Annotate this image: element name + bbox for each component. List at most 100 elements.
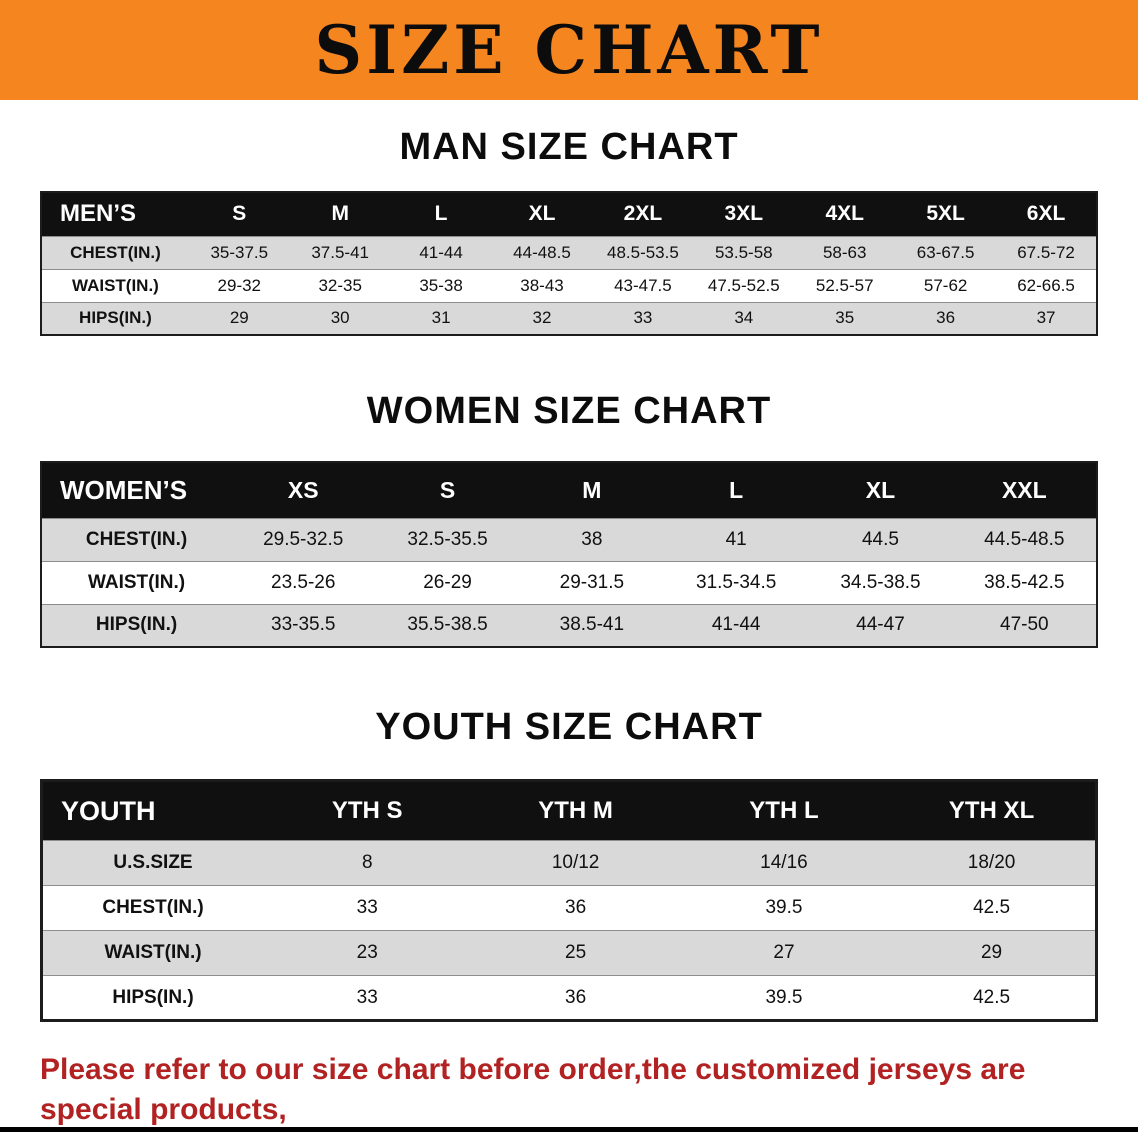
size-header-cell: XL (491, 192, 593, 236)
measurement-value-cell: 39.5 (765, 897, 803, 918)
row-label-cell: WAIST(IN.) (87, 571, 186, 593)
measurement-value-cell: 57-62 (923, 275, 968, 295)
measurement-value-cell: 58-63 (822, 242, 867, 262)
measurement-value-cell: 8 (361, 852, 373, 873)
order-notice: Please refer to our size chart before or… (40, 1050, 1098, 1132)
measurement-value-cell: 29 (980, 942, 1003, 963)
measurement-value-cell: 35.5-38.5 (407, 614, 488, 636)
size-header-cell: 2XL (592, 192, 694, 236)
measurement-value-cell: 38.5-42.5 (984, 571, 1065, 593)
women-section-heading: WOMEN SIZE CHART (366, 390, 772, 432)
measurement-value-cell: 38 (581, 528, 603, 550)
size-chart-banner: SIZE CHART (0, 0, 1138, 100)
size-header-cell: M (519, 462, 665, 518)
measurement-value-cell: 38-43 (520, 275, 564, 295)
size-header-cell: M (289, 192, 391, 236)
women-size-section: WOMEN SIZE CHART WOMEN’S XS S M L XL XXL CHEST(… (0, 390, 1138, 648)
measurement-value-cell: 32 (532, 308, 552, 328)
measurement-value-cell: 37 (1036, 308, 1056, 328)
row-label-cell: CHEST(IN.) (85, 528, 188, 550)
row-label-cell: WAIST(IN.) (71, 275, 159, 295)
row-label-cell: HIPS(IN.) (112, 986, 194, 1008)
men-size-table: MEN’S S M L XL 2XL 3XL 4XL 5XL 6XL CHEST(IN.) 35-37… (40, 191, 1098, 336)
measurement-value-cell: 35 (835, 308, 855, 328)
table-row: HIPS(IN.) 33 36 39.5 42.5 (41, 975, 1097, 1021)
measurement-value-cell: 36 (565, 897, 587, 918)
banner-title: SIZE CHART (314, 11, 824, 89)
size-header-cell: 6XL (996, 192, 1097, 236)
table-row: WAIST(IN.) 29-32 32-35 35-38 38-43 43-47.5 47.… (41, 269, 1097, 302)
measurement-value-cell: 47-50 (1000, 614, 1049, 636)
measurement-value-cell: 29.5-32.5 (263, 528, 344, 550)
men-size-section: MAN SIZE CHART MEN’S S M L XL 2XL 3XL 4XL 5XL 6XL… (0, 126, 1138, 336)
measurement-value-cell: 31 (431, 308, 451, 328)
measurement-value-cell: 63-67.5 (916, 242, 975, 262)
measurement-value-cell: 14/16 (760, 852, 808, 873)
measurement-value-cell: 62-66.5 (1017, 275, 1075, 295)
row-label-cell: CHEST(IN.) (70, 242, 161, 262)
women-size-table: WOMEN’S XS S M L XL XXL CHEST(IN.) 29.5-32.5 32.5… (40, 461, 1098, 648)
measurement-value-cell: 67.5-72 (1017, 242, 1075, 262)
youth-section-heading: YOUTH SIZE CHART (375, 706, 763, 748)
size-header-cell: L (390, 192, 492, 236)
measurement-value-cell: 41-44 (711, 614, 761, 636)
men-section-heading: MAN SIZE CHART (399, 126, 739, 168)
youth-size-section: YOUTH SIZE CHART YOUTH YTH S YTH M YTH L YTH… (0, 706, 1138, 1022)
size-header-cell: XS (231, 462, 376, 518)
measurement-value-cell: 23 (356, 942, 378, 963)
size-header-cell: YTH XL (888, 780, 1097, 841)
measurement-value-cell: 35-38 (419, 275, 463, 295)
measurement-value-cell: 34.5-38.5 (840, 571, 921, 593)
measurement-value-cell: 25 (565, 942, 587, 963)
measurement-value-cell: 30 (330, 308, 350, 328)
row-label-cell: HIPS(IN.) (95, 614, 178, 636)
measurement-value-cell: 41-44 (419, 242, 463, 262)
row-label-cell: CHEST(IN.) (102, 897, 204, 918)
table-title-cell: MEN’S (41, 192, 189, 236)
size-header-cell: XL (808, 462, 953, 518)
measurement-value-cell: 33 (633, 308, 653, 328)
measurement-value-cell: 10/12 (551, 852, 600, 873)
bottom-border-line (0, 1127, 1138, 1132)
measurement-value-cell: 32-35 (318, 275, 362, 295)
measurement-value-cell: 44.5 (861, 528, 899, 550)
row-label-cell: U.S.SIZE (113, 852, 193, 873)
row-label-cell: WAIST(IN.) (104, 942, 202, 963)
table-row: WAIST(IN.) 23.5-26 26-29 29-31.5 31.5-34.5 34… (41, 561, 1097, 604)
measurement-value-cell: 34 (734, 308, 754, 328)
size-header-cell: 3XL (693, 192, 795, 236)
measurement-value-cell: 52.5-57 (815, 275, 874, 295)
size-header-cell: YTH M (471, 780, 680, 841)
measurement-value-cell: 41 (725, 528, 747, 550)
measurement-value-cell: 35-37.5 (210, 242, 269, 262)
notice-line-1: Please refer to our size chart before or… (40, 1053, 1026, 1126)
size-header-cell: 4XL (794, 192, 896, 236)
measurement-value-cell: 44-48.5 (513, 242, 571, 262)
measurement-value-cell: 29-32 (217, 275, 262, 295)
size-header-cell: 5XL (895, 192, 997, 236)
measurement-value-cell: 39.5 (765, 986, 803, 1008)
table-row: HIPS(IN.) 33-35.5 35.5-38.5 38.5-41 41-44 44-… (41, 604, 1097, 647)
measurement-value-cell: 42.5 (973, 986, 1011, 1008)
measurement-value-cell: 18/20 (967, 852, 1016, 873)
measurement-value-cell: 29 (229, 308, 249, 328)
table-title-cell: WOMEN’S (41, 462, 232, 518)
measurement-value-cell: 42.5 (973, 897, 1011, 918)
size-header-cell: L (664, 462, 809, 518)
measurement-value-cell: 32.5-35.5 (407, 528, 488, 550)
table-row: CHEST(IN.) 29.5-32.5 32.5-35.5 38 41 44.5 44.5… (41, 518, 1097, 561)
measurement-value-cell: 44.5-48.5 (984, 528, 1065, 550)
table-row: HIPS(IN.) 29 30 31 32 33 34 35 36 37 (41, 302, 1097, 335)
measurement-value-cell: 44-47 (856, 614, 905, 636)
measurement-value-cell: 33 (356, 986, 378, 1008)
row-label-cell: HIPS(IN.) (79, 308, 152, 328)
measurement-value-cell: 33 (356, 897, 378, 918)
measurement-value-cell: 38.5-41 (559, 614, 625, 636)
table-row: WAIST(IN.) 23 25 27 29 (41, 930, 1097, 976)
measurement-value-cell: 26-29 (423, 571, 472, 593)
measurement-value-cell: 47.5-52.5 (707, 275, 780, 295)
measurement-value-cell: 36 (936, 308, 956, 328)
size-header-cell: XXL (952, 462, 1097, 518)
measurement-value-cell: 27 (773, 942, 795, 963)
